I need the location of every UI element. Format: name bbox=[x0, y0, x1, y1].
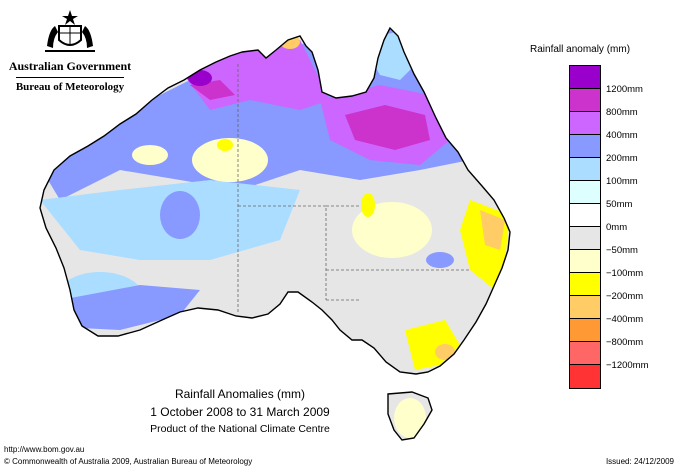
anomaly-region bbox=[230, 28, 250, 30]
anomaly-region bbox=[361, 193, 375, 217]
legend-label: 400mm bbox=[606, 130, 638, 141]
legend-swatch bbox=[570, 319, 600, 342]
anomaly-region bbox=[188, 70, 212, 86]
legend-swatch bbox=[570, 365, 600, 388]
government-name: Australian Government bbox=[8, 59, 132, 73]
footer-copyright: © Commonwealth of Australia 2009, Austra… bbox=[4, 457, 253, 466]
anomaly-region bbox=[394, 398, 426, 438]
legend-title: Rainfall anomaly (mm) bbox=[530, 44, 631, 55]
legend-label: −100mm bbox=[606, 268, 644, 279]
legend-label: −1200mm bbox=[606, 360, 649, 371]
map-period: 1 October 2008 to 31 March 2009 bbox=[150, 405, 330, 419]
legend-label: 1200mm bbox=[606, 84, 643, 95]
anomaly-region bbox=[352, 202, 432, 258]
bureau-name: Bureau of Meteorology bbox=[15, 81, 125, 93]
legend-swatch bbox=[570, 296, 600, 319]
legend-label: 0mm bbox=[606, 222, 628, 233]
legend-label: −800mm bbox=[606, 337, 644, 348]
footer-issued-date: Issued: 24/12/2009 bbox=[605, 457, 674, 466]
anomaly-region bbox=[426, 252, 454, 268]
legend-swatch bbox=[570, 227, 600, 250]
legend-swatch bbox=[570, 204, 600, 227]
anomaly-region bbox=[160, 191, 200, 239]
map-title: Rainfall Anomalies (mm) bbox=[174, 387, 306, 401]
anomaly-region bbox=[132, 145, 168, 165]
coastline-outline bbox=[39, 27, 511, 441]
government-branding: Australian Government Bureau of Meteorol… bbox=[8, 8, 132, 93]
anomaly-region bbox=[217, 139, 233, 151]
legend-swatch bbox=[570, 342, 600, 365]
anomaly-region bbox=[480, 210, 505, 250]
anomaly-region bbox=[345, 105, 430, 150]
legend-swatch bbox=[570, 66, 600, 89]
legend-label: 800mm bbox=[606, 107, 638, 118]
legend-swatch bbox=[570, 181, 600, 204]
branding-divider bbox=[16, 77, 124, 78]
anomaly-region bbox=[435, 344, 455, 360]
footer-url[interactable]: http://www.bom.gov.au bbox=[4, 445, 85, 454]
legend-label: 50mm bbox=[606, 199, 633, 210]
legend-swatch bbox=[570, 89, 600, 112]
anomaly-region bbox=[192, 138, 268, 182]
legend-swatch bbox=[570, 135, 600, 158]
legend-swatch bbox=[570, 158, 600, 181]
legend-label: −50mm bbox=[606, 245, 638, 256]
legend-color-scale bbox=[569, 65, 601, 389]
legend-swatch bbox=[570, 273, 600, 296]
legend-label: −200mm bbox=[606, 291, 644, 302]
legend-swatch bbox=[570, 112, 600, 135]
legend-label: 100mm bbox=[606, 176, 638, 187]
coat-of-arms-icon bbox=[45, 10, 95, 52]
map-product: Product of the National Climate Centre bbox=[150, 423, 330, 435]
legend-swatch bbox=[570, 250, 600, 273]
legend-label: 200mm bbox=[606, 153, 638, 164]
legend-label: −400mm bbox=[606, 314, 644, 325]
state-borders bbox=[237, 64, 470, 314]
